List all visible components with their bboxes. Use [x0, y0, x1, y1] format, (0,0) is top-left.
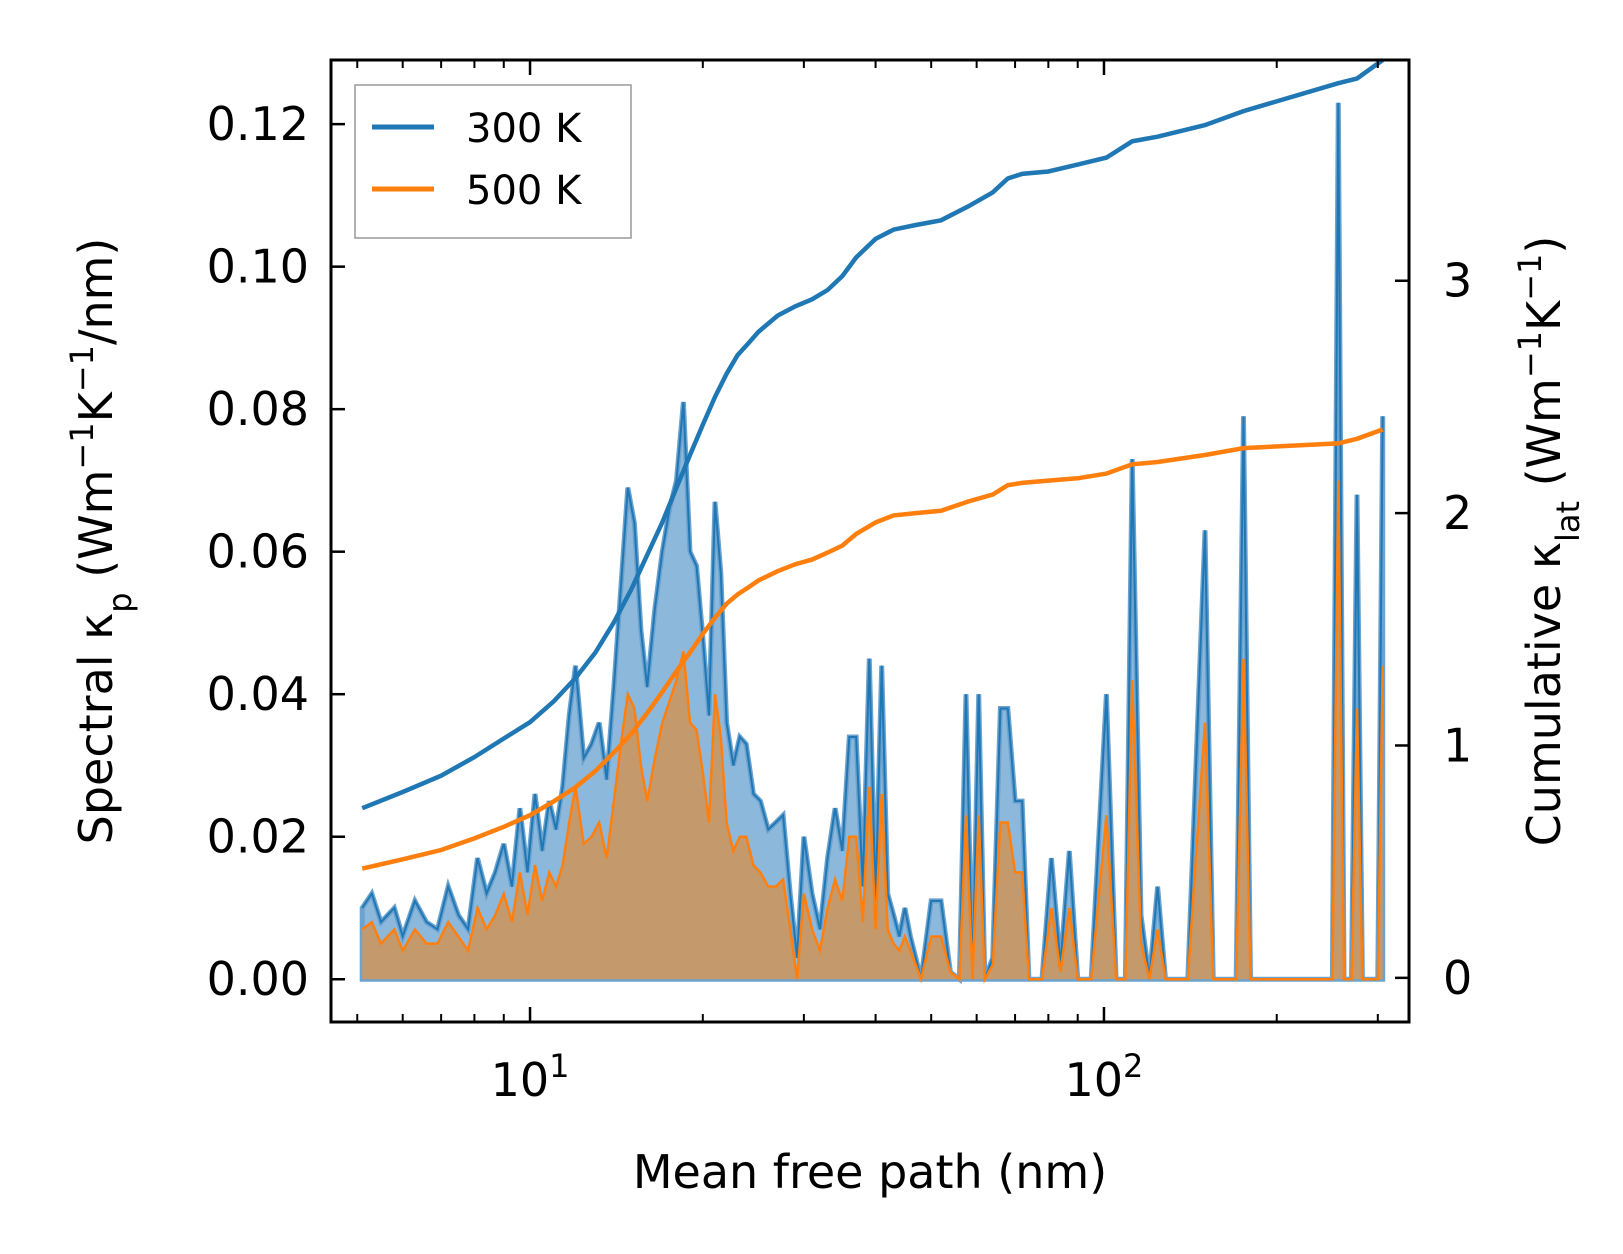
y2-axis-title-sup2: −1: [1511, 254, 1549, 301]
y2-tick-label: 1: [1443, 718, 1472, 772]
legend: 300 K 500 K: [354, 84, 632, 239]
plot-area: [359, 58, 1386, 985]
spectral-500k-edge: [361, 480, 1384, 984]
legend-label-300k: 300 K: [466, 106, 583, 152]
y-tick-label: 0.08: [207, 382, 309, 436]
y2-axis-title-sub: lat: [1549, 501, 1587, 542]
y-axis-title: Spectral κp (Wm−1K−1/nm): [63, 238, 139, 845]
legend-label-500k: 500 K: [466, 168, 583, 214]
y2-axis-title-sup1: −1: [1511, 331, 1549, 378]
y2-axis-title-unit1: (Wm: [1517, 378, 1571, 501]
cumulative-500k-line: [361, 427, 1384, 871]
y-axis-title-unit1: (Wm: [69, 470, 123, 593]
cumulative-300k-line: [361, 58, 1385, 811]
x-tick-label: 102: [1065, 1047, 1144, 1107]
axis-ticks: 0.00 0.02 0.04 0.06 0.08 0.10 0.12 0 1 2 3 101 102: [207, 60, 1472, 1107]
y-axis-title-unit2: K: [69, 390, 123, 422]
y-tick-label: 0.10: [207, 240, 309, 294]
y-axis-title-sup1: −1: [63, 422, 101, 469]
y2-axis-title-unit2: K: [1517, 299, 1571, 331]
y2-tick-label: 2: [1443, 486, 1472, 540]
y-axis-title-unit3: /nm): [69, 238, 123, 345]
legend-box: [354, 84, 632, 239]
y-tick-label: 0.02: [207, 810, 309, 864]
y2-tick-label: 0: [1443, 951, 1472, 1005]
y-tick-label: 0.06: [207, 525, 309, 579]
y-axis-title-sup2: −1: [63, 345, 101, 392]
y-tick-label: 0.12: [207, 97, 309, 151]
y2-tick-label: 3: [1443, 254, 1472, 308]
axes-frame: [329, 58, 1411, 1024]
y2-axis-title-unit3: ): [1517, 236, 1571, 254]
y-axis-title-main: Spectral κ: [69, 613, 123, 845]
x-tick-label: 101: [491, 1047, 570, 1107]
y-tick-label: 0.04: [207, 667, 309, 721]
y-axis-title-sub: p: [101, 592, 139, 612]
x-axis-title: Mean free path (nm): [633, 1145, 1107, 1199]
y2-axis-title-main: Cumulative κ: [1517, 542, 1571, 846]
y-tick-label: 0.00: [207, 952, 309, 1006]
spectral-500k-area: [362, 480, 1383, 980]
y2-axis-title: Cumulative κlat (Wm−1K−1): [1511, 236, 1587, 847]
